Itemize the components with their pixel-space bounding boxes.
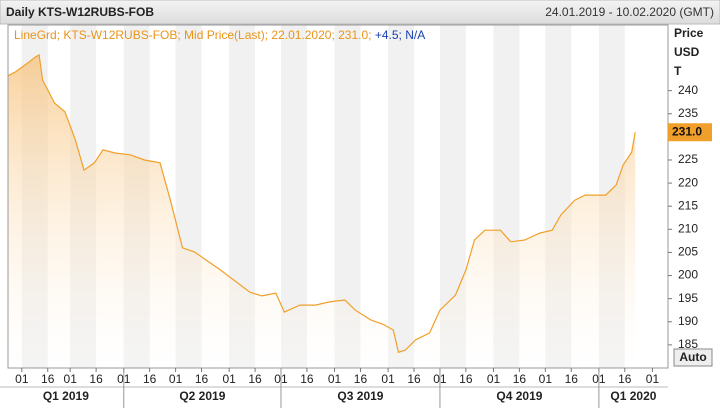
- quarter-label: Q2 2019: [179, 389, 225, 403]
- x-tick-label: 01: [169, 372, 183, 386]
- x-tick-label: 01: [646, 372, 660, 386]
- header-bar: [0, 0, 720, 25]
- x-tick-label: 16: [195, 372, 209, 386]
- auto-button-label[interactable]: Auto: [679, 350, 706, 364]
- x-tick-label: 16: [143, 372, 157, 386]
- x-tick-label: 01: [539, 372, 553, 386]
- y-axis-label: USD: [674, 45, 700, 59]
- y-tick-label: 235: [678, 106, 698, 120]
- y-tick-label: 220: [678, 175, 698, 189]
- y-tick-label: 240: [678, 83, 698, 97]
- quarter-label: Q1 2019: [43, 389, 89, 403]
- x-tick-label: 16: [459, 372, 473, 386]
- x-tick-label: 01: [381, 372, 395, 386]
- last-value-tag: [668, 123, 712, 142]
- legend: LineGrd; KTS-W12RUBS-FOB; Mid Price(Last…: [14, 28, 425, 42]
- y-tick-label: 205: [678, 245, 698, 259]
- quarter-label: Q1 2020: [610, 389, 656, 403]
- y-axis-label: T: [674, 64, 682, 78]
- quarter-label: Q3 2019: [337, 389, 383, 403]
- x-tick-label: 16: [565, 372, 579, 386]
- x-tick-label: 01: [15, 372, 29, 386]
- y-tick-label: 200: [678, 268, 698, 282]
- y-axis-label: Price: [674, 26, 704, 40]
- x-tick-label: 16: [618, 372, 632, 386]
- x-tick-label: 16: [41, 372, 55, 386]
- last-value-label: 231.0: [672, 124, 702, 138]
- y-tick-label: 190: [678, 314, 698, 328]
- x-tick-label: 16: [407, 372, 421, 386]
- x-tick-label: 01: [487, 372, 501, 386]
- band: [388, 25, 415, 368]
- x-tick-label: 16: [248, 372, 262, 386]
- x-tick-label: 16: [513, 372, 527, 386]
- quarter-label: Q4 2019: [496, 389, 542, 403]
- y-tick-label: 210: [678, 221, 698, 235]
- plot-frame: [7, 24, 669, 369]
- auto-button[interactable]: [673, 348, 713, 367]
- y-tick-label: 225: [678, 152, 698, 166]
- x-tick-label: 01: [328, 372, 342, 386]
- date-range: 24.01.2019 - 10.02.2020 (GMT): [545, 5, 714, 19]
- y-tick-label: 185: [678, 337, 698, 351]
- x-tick-label: 01: [222, 372, 236, 386]
- x-tick-label: 16: [89, 372, 103, 386]
- x-tick-label: 16: [354, 372, 368, 386]
- x-tick-label: 01: [64, 372, 78, 386]
- line: [7, 54, 636, 354]
- chart-title: Daily KTS-W12RUBS-FOB: [6, 5, 154, 19]
- area: [8, 55, 636, 368]
- y-tick-label: 215: [678, 198, 698, 212]
- y-tick-label: 195: [678, 291, 698, 305]
- x-tick-label: 16: [300, 372, 314, 386]
